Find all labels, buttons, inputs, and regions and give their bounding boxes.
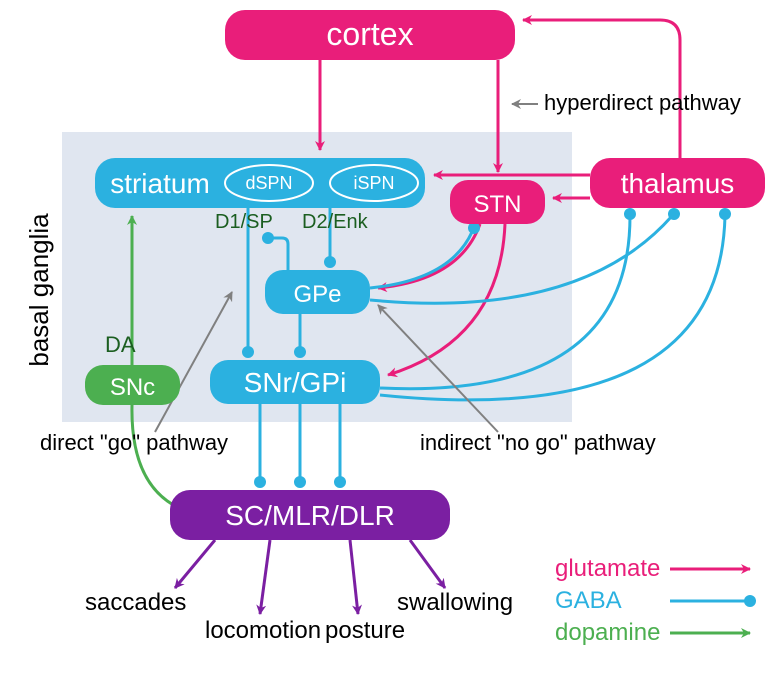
gaba-terminal	[294, 346, 306, 358]
gaba-terminal	[254, 476, 266, 488]
saccades-text: saccades	[85, 589, 186, 616]
indirect_nogo-text: indirect "no go" pathway	[420, 430, 656, 455]
swallowing-text: swallowing	[397, 589, 513, 616]
gaba-terminal	[294, 476, 306, 488]
posture-text: posture	[325, 617, 405, 644]
thalamus-label: thalamus	[621, 168, 735, 199]
stn-label: STN	[474, 191, 522, 218]
output-edge	[175, 540, 215, 588]
gaba-terminal	[624, 208, 636, 220]
sc-label: SC/MLR/DLR	[225, 500, 395, 531]
direct_go-text: direct "go" pathway	[40, 430, 228, 455]
legend-gaba-dot	[744, 595, 756, 607]
hyperdirect-text: hyperdirect pathway	[544, 90, 741, 115]
snr-label: SNr/GPi	[244, 367, 347, 398]
locomotion-text: locomotion	[205, 617, 321, 644]
da-text: DA	[105, 332, 136, 357]
cortex-label: cortex	[326, 16, 413, 52]
basal_ganglia-text: basal ganglia	[24, 213, 54, 367]
output-edge	[410, 540, 445, 588]
dspn-label: dSPN	[245, 173, 292, 193]
gaba-terminal	[719, 208, 731, 220]
legend-glutamate: glutamate	[555, 555, 660, 582]
d2enk-text: D2/Enk	[302, 211, 369, 233]
gpe-label: GPe	[293, 281, 341, 308]
snc-label: SNc	[110, 374, 155, 401]
gaba-terminal	[262, 232, 274, 244]
striatum-label: striatum	[110, 168, 210, 199]
ispn-label: iSPN	[353, 173, 394, 193]
legend-gaba: GABA	[555, 587, 622, 614]
legend-dopamine: dopamine	[555, 619, 660, 646]
gaba-terminal	[668, 208, 680, 220]
gaba-terminal	[334, 476, 346, 488]
output-edge	[350, 540, 358, 614]
d1sp-text: D1/SP	[215, 211, 273, 233]
gaba-terminal	[324, 256, 336, 268]
gaba-terminal	[242, 346, 254, 358]
output-edge	[260, 540, 270, 614]
